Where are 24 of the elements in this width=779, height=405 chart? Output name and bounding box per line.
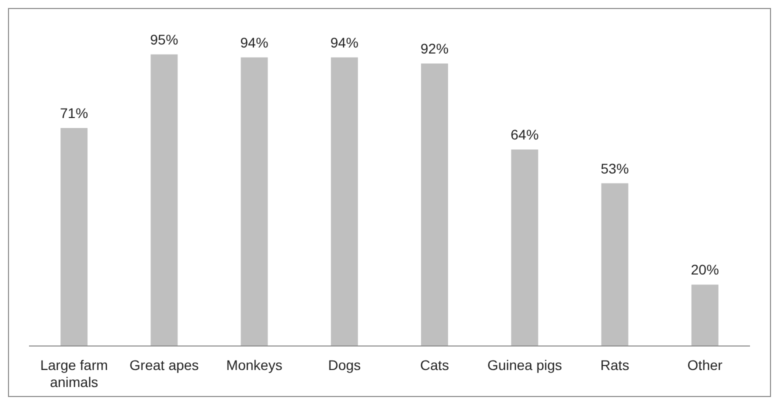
x-tick-label: Rats bbox=[600, 357, 630, 373]
bar bbox=[150, 54, 178, 346]
bar bbox=[691, 284, 718, 346]
data-label: 71% bbox=[60, 105, 88, 122]
data-label: 53% bbox=[600, 160, 629, 176]
bar bbox=[240, 57, 268, 346]
x-tick-label: Guinea pigs bbox=[487, 357, 562, 373]
bar bbox=[421, 64, 448, 346]
bar bbox=[511, 150, 538, 346]
x-tick-label: Great apes bbox=[130, 357, 199, 373]
bar bbox=[330, 57, 358, 346]
bar bbox=[601, 183, 628, 346]
x-tick-label: Large farm animals bbox=[40, 357, 108, 390]
data-label: 64% bbox=[510, 126, 539, 143]
data-label: 95% bbox=[150, 31, 178, 48]
data-label: 92% bbox=[420, 40, 449, 57]
x-tick-label: Other bbox=[687, 357, 723, 373]
x-tick-label: Monkeys bbox=[226, 357, 282, 373]
data-label: 94% bbox=[240, 34, 268, 50]
data-label: 94% bbox=[330, 34, 358, 50]
data-label: 20% bbox=[690, 262, 719, 278]
bar bbox=[60, 128, 88, 346]
x-tick-label: Dogs bbox=[328, 357, 361, 373]
x-tick-label: Cats bbox=[420, 357, 449, 373]
